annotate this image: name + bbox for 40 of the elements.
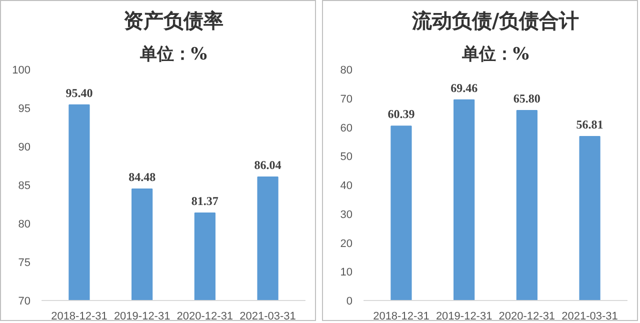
data-label: 60.39 (388, 107, 415, 122)
chart-title: 资产负债率 (124, 8, 224, 32)
y-tick-label: 85 (18, 180, 31, 192)
y-tick-label: 90 (18, 142, 31, 154)
y-tick-label: 30 (340, 208, 353, 221)
y-tick-label: 70 (340, 93, 353, 106)
data-label: 81.37 (191, 194, 218, 208)
data-label: 69.46 (450, 80, 478, 95)
y-tick-label: 75 (18, 257, 31, 269)
data-label: 86.04 (254, 158, 282, 172)
y-tick-label: 0 (346, 296, 353, 308)
x-tick-label: 2019-12-31 (114, 310, 170, 322)
y-tick-label: 40 (340, 180, 353, 192)
chart-subtitle: 单位：% (138, 44, 208, 64)
bar (390, 126, 412, 300)
y-tick-label: 100 (12, 64, 31, 76)
y-tick-label: 95 (18, 103, 31, 115)
y-tick-label: 60 (340, 122, 353, 134)
y-tick-label: 80 (18, 218, 31, 230)
bar (454, 99, 475, 300)
y-tick-label: 20 (340, 238, 353, 250)
x-tick-label: 2021-03-31 (562, 310, 618, 322)
x-tick-label: 2018-12-31 (51, 310, 108, 322)
y-tick-label: 10 (340, 266, 353, 279)
data-label: 95.40 (66, 86, 93, 100)
data-label: 65.80 (513, 92, 540, 106)
x-tick-label: 2020-12-31 (498, 310, 556, 322)
x-tick-label: 2021-03-31 (240, 310, 296, 322)
x-tick-label: 2019-12-31 (436, 310, 492, 322)
data-label: 84.48 (128, 170, 156, 184)
chart-title: 流动负债/负债合计 (410, 8, 580, 32)
x-tick-label: 2020-12-31 (176, 310, 234, 322)
y-tick-label: 70 (18, 296, 31, 308)
y-tick-label: 80 (340, 64, 353, 76)
x-tick-label: 2018-12-31 (373, 310, 430, 322)
bar (579, 136, 600, 300)
bar (516, 110, 538, 300)
chart-subtitle: 单位：% (460, 44, 530, 64)
y-tick-label: 50 (340, 151, 353, 164)
data-label: 56.81 (576, 117, 604, 132)
